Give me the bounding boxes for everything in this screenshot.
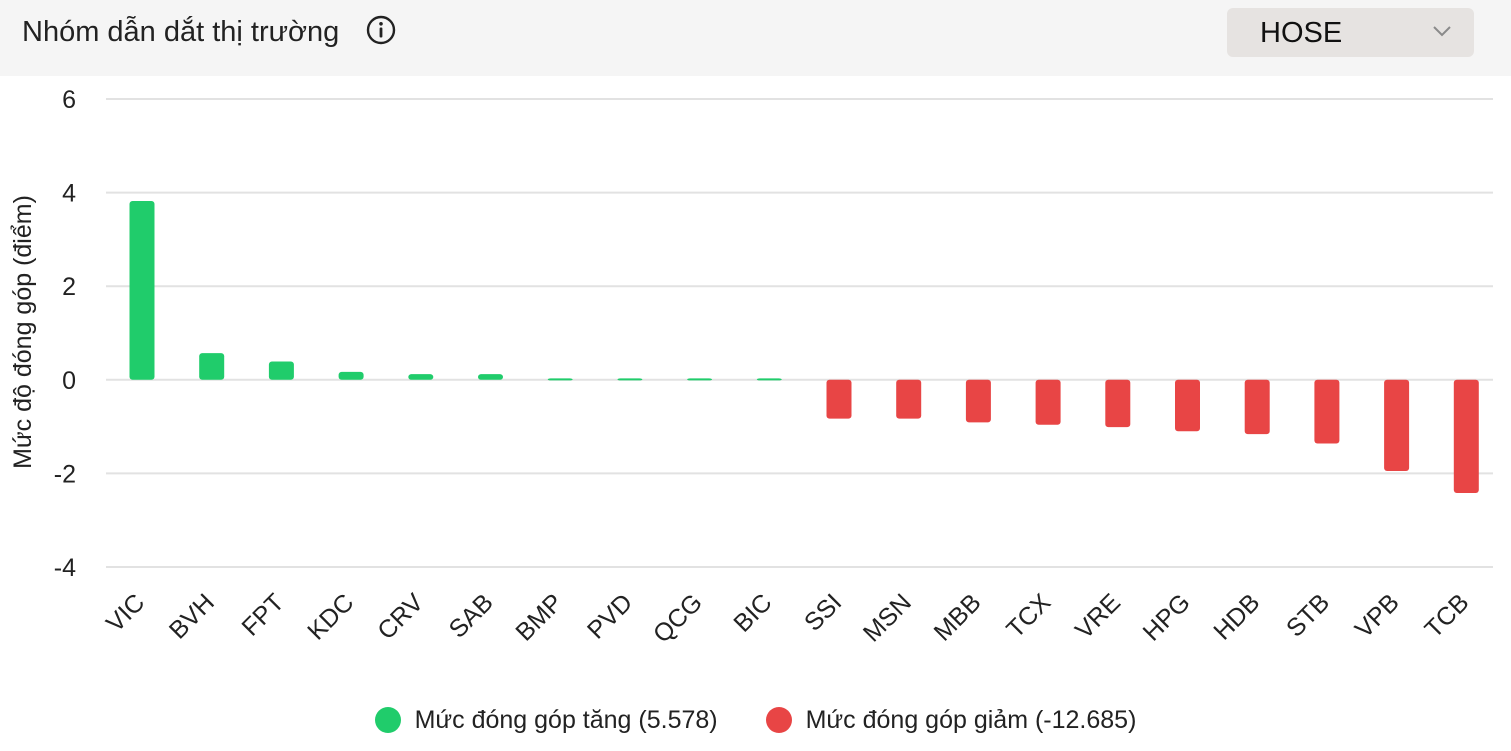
y-tick-label: 0 [62, 367, 76, 395]
x-tick-label: BVH [164, 588, 220, 644]
y-tick-label: 4 [62, 180, 76, 208]
chart-legend: Mức đóng góp tăng (5.578) Mức đóng góp g… [0, 700, 1511, 740]
x-tick-label: HPG [1138, 588, 1196, 646]
bar-tcx[interactable] [1035, 379, 1061, 425]
x-tick-label: VPB [1350, 588, 1405, 643]
x-tick-label: STB [1281, 588, 1335, 642]
bar-sab[interactable] [478, 374, 503, 380]
y-tick-label: 6 [62, 86, 76, 114]
x-tick-label: TCB [1419, 588, 1474, 643]
y-axis-label: Mức độ đóng góp (điểm) [9, 195, 37, 469]
x-tick-label: QCG [648, 588, 708, 648]
info-icon[interactable] [366, 15, 396, 45]
chart-header: Nhóm dẫn dắt thị trường HOSE [0, 0, 1511, 76]
y-tick-label: -4 [54, 554, 76, 582]
bar-ssi[interactable] [826, 379, 852, 419]
x-tick-label: SAB [444, 588, 499, 643]
x-tick-label: FPT [236, 588, 289, 641]
bar-tcb[interactable] [1453, 379, 1479, 494]
bar-pvd[interactable] [617, 378, 643, 381]
contribution-bar-chart: -4 -2 0 2 4 6 VIC BVH FPT KDC CRV SAB BMP PVD QCG BIC S… [9, 86, 1493, 649]
bar-kdc[interactable] [338, 371, 364, 380]
bar-hpg[interactable] [1175, 379, 1200, 432]
legend-item-positive[interactable]: Mức đóng góp tăng (5.578) [374, 705, 718, 735]
bar-bmp[interactable] [547, 378, 573, 381]
x-tick-label: VRE [1070, 588, 1126, 644]
x-tick-label: PVD [582, 588, 638, 644]
bar-mbb[interactable] [965, 379, 991, 423]
bar-hdb[interactable] [1244, 379, 1270, 435]
legend-dot-negative [765, 707, 792, 733]
x-tick-label: KDC [302, 588, 359, 645]
chart-title: Nhóm dẫn dắt thị trường [22, 16, 340, 48]
x-tick-label: BIC [728, 588, 777, 637]
x-tick-label: MSN [858, 588, 917, 647]
bar-vpb[interactable] [1384, 379, 1410, 472]
legend-item-negative[interactable]: Mức đóng góp giảm (-12.685) [765, 705, 1137, 735]
bar-msn[interactable] [896, 379, 922, 419]
y-tick-label: 2 [62, 273, 76, 301]
bar-bvh[interactable] [199, 353, 225, 380]
x-tick-label: CRV [372, 588, 429, 645]
legend-label-positive: Mức đóng góp tăng (5.578) [414, 705, 718, 734]
x-tick-label: TCX [1001, 588, 1056, 643]
x-tick-label: SSI [799, 588, 847, 636]
exchange-select[interactable]: HOSE [1227, 8, 1474, 57]
bar-qcg[interactable] [687, 378, 713, 381]
x-tick-label: MBB [929, 588, 987, 646]
bar-vic[interactable] [129, 201, 155, 380]
x-tick-label: BMP [510, 588, 568, 646]
y-tick-label: -2 [54, 460, 76, 488]
x-tick-label: HDB [1208, 588, 1265, 645]
bar-bic[interactable] [756, 378, 782, 381]
bar-crv[interactable] [408, 374, 434, 380]
x-tick-label: VIC [101, 588, 150, 637]
legend-dot-positive [374, 707, 401, 733]
bar-fpt[interactable] [268, 361, 294, 380]
bar-vre[interactable] [1105, 379, 1131, 428]
exchange-select-value: HOSE [1260, 17, 1343, 49]
legend-label-negative: Mức đóng góp giảm (-12.685) [805, 705, 1137, 734]
bar-stb[interactable] [1314, 379, 1340, 444]
chevron-down-icon [1433, 26, 1451, 37]
